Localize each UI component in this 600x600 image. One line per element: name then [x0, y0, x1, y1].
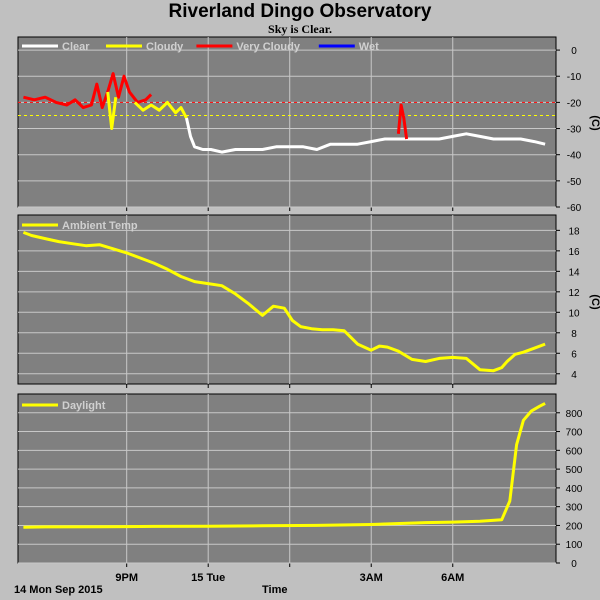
y-tick-label: 4	[571, 370, 577, 381]
x-tick-label: 3AM	[360, 572, 383, 584]
plot-area-sky	[17, 36, 557, 208]
x-tick-label: 15 Tue	[191, 572, 225, 584]
y-tick-label: -60	[567, 203, 582, 214]
y-tick-label: -10	[567, 72, 582, 83]
series-line	[133, 100, 188, 119]
series-line	[23, 72, 153, 110]
y-tick-label: 700	[566, 428, 583, 439]
legend-label: Wet	[359, 41, 379, 53]
date-label: 14 Mon Sep 2015	[14, 584, 103, 596]
y-tick-label: 800	[566, 409, 583, 420]
y-tick-label: 300	[566, 503, 583, 514]
y-tick-label: 16	[568, 247, 580, 258]
y-tick-label: 200	[566, 521, 583, 532]
y-tick-label: -30	[567, 125, 582, 136]
y-tick-label: 0	[571, 46, 577, 57]
y-tick-label: 600	[566, 446, 583, 457]
y-tick-label: 6	[571, 349, 577, 360]
series-line	[185, 117, 546, 154]
y-tick-label: -50	[567, 177, 582, 188]
legend-label: Clear	[62, 41, 90, 53]
series-line	[23, 402, 546, 529]
y-tick-label: 0	[571, 559, 577, 570]
y-axis-unit-label: (C)	[589, 115, 600, 131]
sky-status: Sky is Clear.	[268, 22, 332, 36]
series-line	[396, 103, 409, 140]
x-tick-label: 6AM	[441, 572, 464, 584]
page-title: Riverland Dingo Observatory	[168, 1, 432, 22]
y-tick-label: -40	[567, 151, 582, 162]
y-tick-label: 18	[568, 226, 580, 237]
y-tick-label: 12	[568, 288, 580, 299]
y-tick-label: 400	[566, 484, 583, 495]
time-axis-label: Time	[262, 584, 288, 596]
y-tick-label: 8	[571, 329, 577, 340]
y-tick-label: 500	[566, 465, 583, 476]
plot-area-ambient	[17, 214, 557, 385]
y-tick-label: 14	[568, 267, 580, 278]
legend-label: Daylight	[62, 400, 106, 412]
y-tick-label: 10	[568, 308, 580, 319]
y-axis-unit-label: (C)	[589, 294, 600, 310]
legend-label: Cloudy	[146, 41, 184, 53]
y-tick-label: 100	[566, 540, 583, 551]
series-line	[22, 230, 546, 373]
x-tick-label: 9PM	[115, 572, 138, 584]
legend-label: Very Cloudy	[236, 41, 300, 53]
legend-label: Ambient Temp	[62, 220, 138, 232]
y-tick-label: -20	[567, 98, 582, 109]
series-line	[106, 91, 118, 130]
plot-area-daylight	[17, 393, 557, 564]
